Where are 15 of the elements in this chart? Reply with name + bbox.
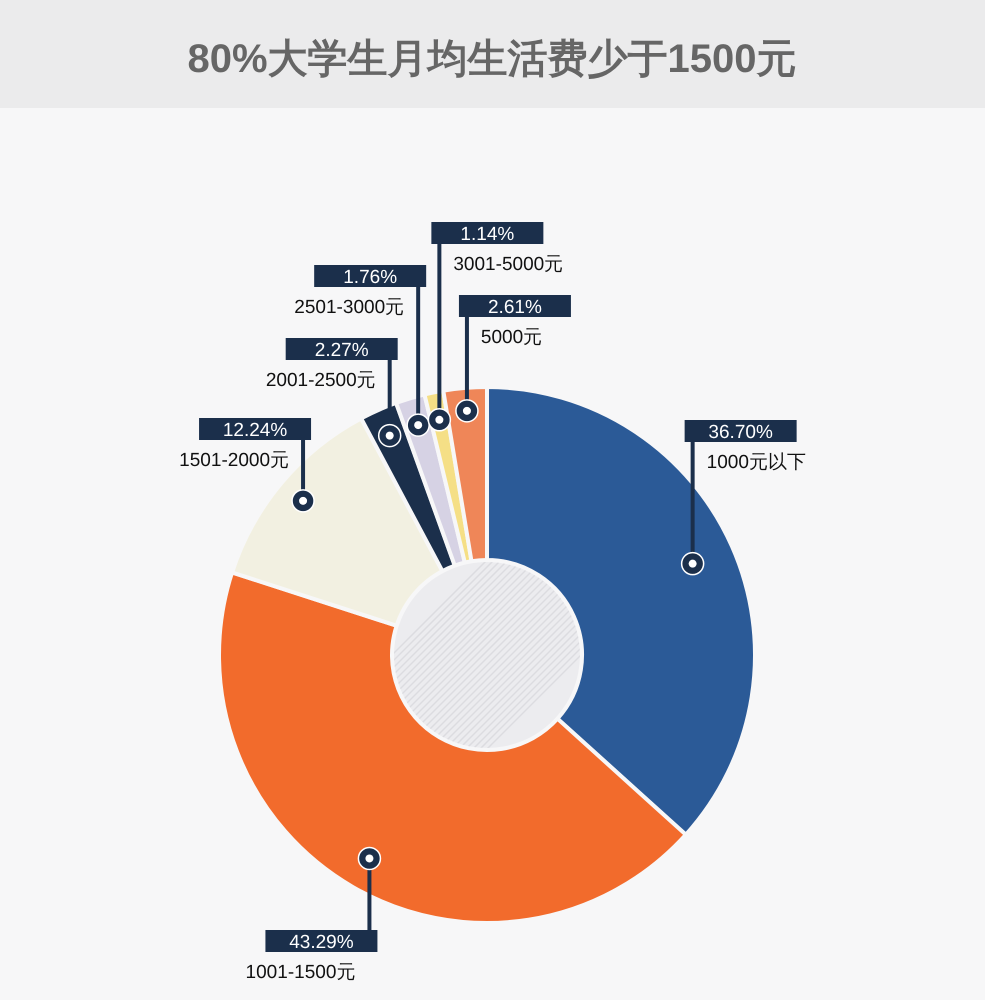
slice-label: 1001-1500元 [246, 962, 356, 983]
slice-label: 5000元 [480, 327, 542, 348]
data-label: 2.61% [488, 297, 542, 318]
slice-label: 3001-5000元 [453, 254, 564, 275]
slice-label: 2001-2500元 [266, 370, 376, 391]
slice-label: 2501-3000元 [294, 297, 404, 318]
data-label: 1.76% [343, 267, 398, 288]
data-label: 43.29% [289, 932, 354, 953]
data-label: 1.14% [460, 224, 514, 245]
data-label: 36.70% [708, 422, 773, 443]
slice-label: 1000元以下 [706, 452, 806, 473]
data-label: 12.24% [222, 420, 288, 441]
data-label: 2.27% [314, 340, 369, 361]
chart-title: 80%大学生月均生活费少于1500元 [187, 37, 797, 81]
slice-label: 1501-2000元 [179, 450, 290, 471]
